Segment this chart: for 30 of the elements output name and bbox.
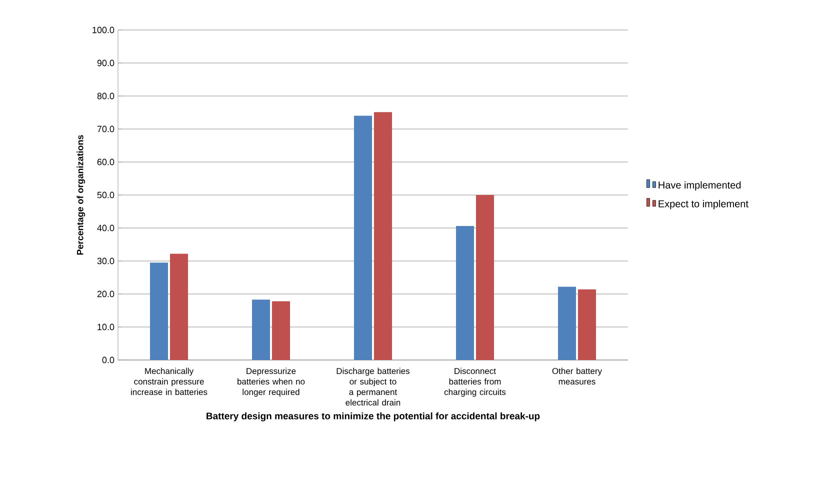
legend-label: Expect to implement bbox=[658, 200, 748, 210]
legend-label: Have implemented bbox=[658, 181, 741, 191]
y-tick-label: 70.0 bbox=[97, 126, 114, 132]
y-tick-label: 30.0 bbox=[97, 258, 114, 264]
x-tick-label: Other battery measures bbox=[552, 368, 602, 385]
bar bbox=[476, 194, 494, 360]
y-tick-label: 50.0 bbox=[97, 192, 114, 198]
x-axis-title: Battery design measures to minimize the potential for accidental break-up bbox=[206, 412, 540, 422]
x-tick-label: Depressurize batteries when no longer required bbox=[238, 368, 305, 397]
y-tick-label: 90.0 bbox=[97, 60, 114, 66]
x-tick-label: Mechanically constrain pressure increase in batteries bbox=[131, 368, 208, 396]
bar bbox=[578, 289, 596, 360]
x-tick-label: Disconnect batteries from charging circuits bbox=[444, 368, 506, 397]
bar bbox=[252, 300, 270, 360]
y-tick-label: 10.0 bbox=[98, 324, 114, 330]
bar bbox=[456, 226, 474, 360]
bar bbox=[150, 262, 168, 360]
y-tick-label: 60.0 bbox=[97, 158, 114, 166]
x-tick-label: Discharge batteries or subject to a permanent electrical drain bbox=[336, 368, 410, 406]
y-tick-label: 100.0 bbox=[92, 26, 114, 34]
y-tick-label: 40.0 bbox=[97, 224, 114, 232]
y-axis-title: Percentage of organizations bbox=[76, 135, 86, 255]
bar bbox=[170, 254, 188, 360]
bar bbox=[272, 301, 290, 360]
bar bbox=[374, 112, 392, 360]
bar bbox=[354, 116, 372, 360]
y-tick-label: 0.0 bbox=[102, 356, 114, 364]
y-tick-label: 20.0 bbox=[97, 290, 114, 298]
bar bbox=[558, 286, 576, 360]
y-tick-label: 80.0 bbox=[97, 92, 114, 100]
